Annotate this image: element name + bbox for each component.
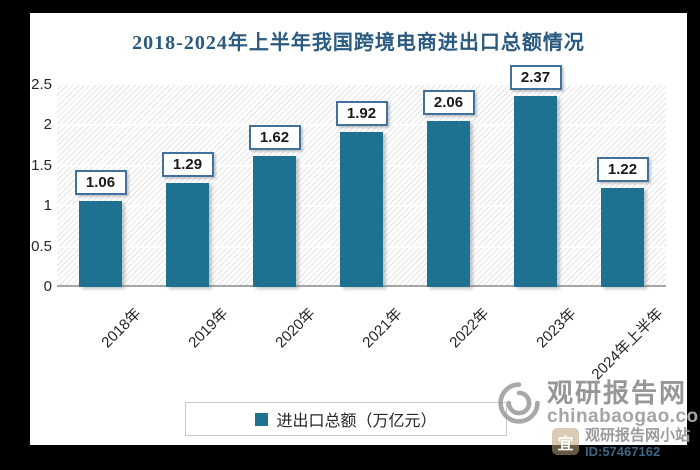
x-axis-label: 2019年 — [185, 305, 232, 352]
x-axis-label: 2020年 — [272, 305, 319, 352]
chart-region: 1.06 1.29 1.62 1.92 2.06 2.37 1.22 0 0.5 1 1.5 2 2.… — [30, 13, 687, 445]
chart-title: 2018-2024年上半年我国跨境电商进出口总额情况 — [132, 32, 585, 54]
legend: 进出口总额（万亿元） — [185, 402, 507, 436]
bar-value-label: 1.29 — [161, 152, 214, 177]
small-watermark-badge-icon: 宜 — [552, 428, 579, 455]
bar-value-label: 1.62 — [248, 125, 301, 150]
watermark-site-name: 观研报告网 — [547, 378, 688, 408]
small-watermark-id: ID:57467162 — [585, 444, 661, 459]
small-watermark: 宜 观研报告网小站 ID:57467162 — [552, 428, 690, 459]
small-watermark-name: 观研报告网小站 — [585, 427, 691, 444]
bar-2022年 — [427, 121, 470, 287]
watermark-site-url: chinabaogao.com — [547, 406, 700, 427]
x-axis-label: 2024年上半年 — [588, 305, 667, 384]
y-axis-tick-label: 0 — [43, 278, 52, 295]
watermark: 观研报告网 chinabaogao.com — [496, 380, 700, 431]
x-axis-label: 2023年 — [533, 305, 580, 352]
y-axis-tick-label: 0.5 — [31, 237, 52, 255]
bar-value-label: 2.37 — [509, 65, 562, 90]
x-axis-label: 2018年 — [98, 305, 145, 352]
y-axis-tick-label: 2.5 — [31, 76, 52, 93]
bar-value-label: 2.06 — [422, 90, 475, 115]
x-axis-label: 2021年 — [359, 305, 406, 352]
plot-area: 1.06 1.29 1.62 1.92 2.06 2.37 1.22 — [57, 65, 666, 287]
bar-2018年 — [79, 201, 122, 287]
bar-2021年 — [340, 132, 383, 287]
bar-value-label: 1.22 — [596, 157, 649, 182]
chart-canvas: 2018-2024年上半年我国跨境电商进出口总额情况 1.06 1.29 1.62 1… — [30, 13, 700, 445]
bar-value-label: 1.06 — [74, 170, 127, 195]
x-axis-label: 2022年 — [446, 305, 493, 352]
legend-marker-square — [255, 412, 269, 426]
watermark-swirl-logo-icon — [496, 380, 542, 431]
bar-2019年 — [166, 183, 209, 287]
bar-value-label: 1.92 — [335, 101, 388, 126]
bar-2023年 — [514, 96, 557, 287]
bar-2020年 — [253, 156, 296, 287]
legend-label: 进出口总额（万亿元） — [276, 413, 437, 430]
y-axis-tick-label: 1 — [43, 197, 52, 215]
bar-2024年上半年 — [601, 188, 644, 287]
y-axis-tick-label: 2 — [43, 116, 52, 134]
y-axis-tick-label: 1.5 — [31, 156, 52, 174]
